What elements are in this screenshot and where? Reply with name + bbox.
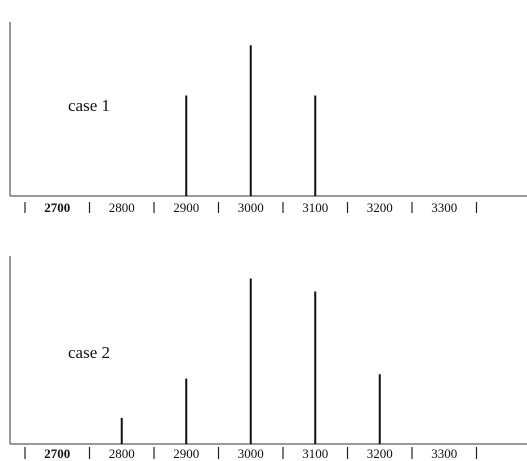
x-tick-label: 3100: [302, 200, 328, 215]
case-label: case 2: [68, 343, 110, 362]
x-tick-label: 2700: [44, 446, 70, 461]
x-tick-label: 3000: [238, 446, 264, 461]
x-tick-label: 3100: [302, 446, 328, 461]
x-tick-label: 3300: [431, 200, 457, 215]
x-tick-label: 3000: [238, 200, 264, 215]
x-tick-label: 3200: [367, 200, 393, 215]
x-tick-label: 2900: [173, 446, 199, 461]
x-tick-label: 2800: [109, 446, 135, 461]
x-tick-label: 3200: [367, 446, 393, 461]
x-tick-label: 2700: [44, 200, 70, 215]
chart-panel-case-1: 2700 2800 2900 3000 3100 3200 3300 case 1: [9, 22, 527, 215]
chart-panel-case-2: 2700 2800 2900 3000 3100 3200 3300 case 2: [9, 256, 527, 461]
x-tick-label: 3300: [431, 446, 457, 461]
case-label: case 1: [68, 96, 110, 115]
x-tick-label: 2900: [173, 200, 199, 215]
x-tick-label: 2800: [109, 200, 135, 215]
